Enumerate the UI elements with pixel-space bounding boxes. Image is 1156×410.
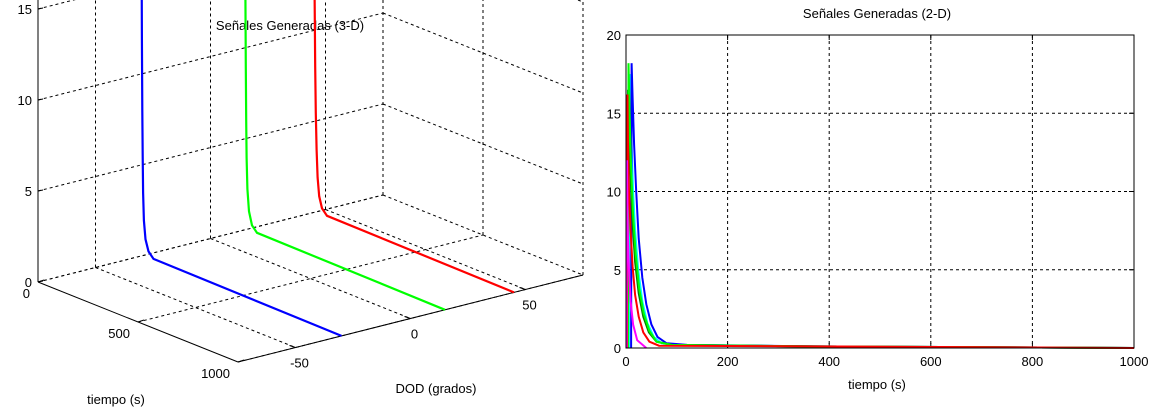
chart-3d-xlabel: tiempo (s) <box>87 392 145 407</box>
chart-3d-dtick-label: 0 <box>411 327 418 342</box>
chart-3d-ztick-label: 10 <box>18 93 32 108</box>
chart-3d-floor-grid-line <box>137 234 484 323</box>
chart-3d-ztick <box>37 7 44 10</box>
chart-3d-ztick-label: 0 <box>25 275 32 290</box>
chart-3d-series-line <box>244 0 446 311</box>
chart-2d-frame <box>625 34 1135 349</box>
chart-3d-ttick <box>237 359 245 363</box>
chart-3d-series <box>140 0 515 337</box>
chart-2d-ytick-label: 20 <box>607 28 621 43</box>
chart-2d-xtick-label: 200 <box>717 354 739 369</box>
chart-3d-series-line <box>313 0 515 294</box>
chart-2d-series-line <box>630 63 1135 349</box>
chart-3d-ttick-label: 500 <box>108 326 130 341</box>
chart-3d: Señales Generadas (3-D) 05101505001000-5… <box>18 0 584 407</box>
chart-2d-ytick-label: 10 <box>607 185 621 200</box>
chart-3d-ztick-label: 5 <box>25 184 32 199</box>
chart-3d-title: Señales Generadas (3-D) <box>216 18 364 33</box>
chart-2d: Señales Generadas (2-D) 0 200 400 600 800 100… <box>607 6 1149 392</box>
chart-3d-dtick <box>404 316 411 319</box>
chart-2d-ytick-label: 0 <box>614 341 621 356</box>
chart-3d-grid <box>37 0 584 363</box>
chart-2d-series <box>625 63 1135 349</box>
chart-3d-tick-labels: 0 5 10 15 0 500 1000 -50 0 50 <box>18 2 537 381</box>
chart-3d-axes <box>37 0 584 363</box>
chart-2d-xtick-label: 400 <box>818 354 840 369</box>
chart-2d-xlabel: tiempo (s) <box>848 377 906 392</box>
chart-2d-xtick-label: 1000 <box>1120 354 1149 369</box>
chart-3d-ttick-label: 1000 <box>201 366 230 381</box>
chart-3d-wall-grid-line <box>37 12 384 101</box>
chart-3d-ttick-label: 0 <box>23 286 30 301</box>
chart-2d-series-line <box>627 63 1135 349</box>
chart-2d-ytick-label: 5 <box>614 263 621 278</box>
chart-3d-ttick <box>137 319 145 323</box>
chart-3d-wall-grid-line <box>37 194 384 283</box>
chart-2d-series-line <box>626 89 1135 349</box>
chart-3d-dtick <box>289 345 296 348</box>
chart-3d-ttick <box>37 279 45 283</box>
chart-2d-series-line <box>628 74 1135 349</box>
chart-2d-xtick-label: 800 <box>1022 354 1044 369</box>
chart-3d-dtick <box>519 287 526 290</box>
chart-2d-grid <box>625 34 1135 349</box>
chart-2d-series-line <box>626 94 1135 349</box>
chart-2d-xtick-label: 0 <box>622 354 629 369</box>
chart-2d-title: Señales Generadas (2-D) <box>803 6 951 21</box>
chart-3d-ylabel: DOD (grados) <box>396 381 477 396</box>
chart-3d-series-line <box>140 0 342 337</box>
chart-2d-ytick-label: 15 <box>607 106 621 121</box>
chart-3d-wall-grid-line <box>37 103 384 192</box>
chart-3d-ztick <box>37 98 44 101</box>
chart-3d-ztick-label: 15 <box>18 2 32 17</box>
chart-2d-series-line <box>625 160 647 349</box>
chart-3d-dtick-label: 50 <box>522 298 536 313</box>
chart-3d-ztick <box>37 189 44 192</box>
chart-2d-tick-labels: 0 200 400 600 800 1000 0 5 10 15 20 <box>607 28 1149 369</box>
chart-2d-xtick-label: 600 <box>920 354 942 369</box>
chart-3d-floor-grid-line <box>210 238 411 319</box>
chart-3d-dtick-label: -50 <box>290 356 309 371</box>
